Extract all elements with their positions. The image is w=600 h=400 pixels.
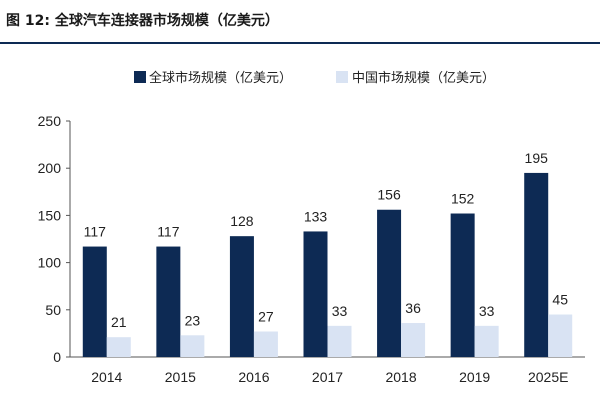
data-label: 195	[525, 150, 549, 166]
legend-swatch	[134, 71, 146, 83]
y-tick-label: 0	[53, 349, 61, 365]
bar-global	[450, 213, 475, 357]
data-label: 128	[230, 213, 254, 229]
data-label: 27	[258, 309, 274, 325]
y-tick-label: 150	[38, 207, 62, 223]
bars	[82, 172, 573, 357]
x-tick-label: 2019	[459, 369, 490, 385]
header-divider	[0, 42, 600, 44]
x-axis: 2014 2015 2016 2017 2018 2019 2025E	[70, 356, 585, 385]
bar-china	[253, 331, 278, 357]
legend: 全球市场规模（亿美元） 中国市场规模（亿美元）	[134, 70, 495, 86]
data-label: 152	[451, 191, 475, 207]
y-tick-label: 100	[38, 255, 62, 271]
x-tick-label: 2016	[238, 369, 269, 385]
x-tick-label: 2018	[385, 369, 416, 385]
bar-china	[180, 335, 205, 357]
data-label: 36	[405, 300, 421, 316]
data-label: 33	[479, 303, 495, 319]
data-label: 45	[552, 292, 568, 308]
legend-label: 全球市场规模（亿美元）	[149, 70, 292, 86]
data-label: 21	[111, 314, 127, 330]
x-tick-label: 2017	[312, 369, 343, 385]
bar-china	[548, 314, 573, 357]
bar-china	[327, 325, 352, 357]
data-label: 33	[332, 303, 348, 319]
bar-china	[106, 337, 131, 357]
figure-title: 图 12: 全球汽车连接器市场规模（亿美元）	[6, 13, 279, 29]
y-axis: 0 50 100 150 200 250	[38, 113, 71, 365]
x-tick-label: 2014	[91, 369, 122, 385]
bar-global	[229, 236, 254, 357]
data-label: 133	[304, 208, 328, 224]
y-tick-label: 200	[38, 160, 62, 176]
data-labels: 117 117 128 133 156 152 195 21 23 27 33 36 33 45	[84, 150, 569, 330]
bar-global	[377, 209, 402, 357]
bar-china	[401, 323, 426, 357]
y-tick-label: 50	[45, 302, 61, 318]
figure-header: 图 12: 全球汽车连接器市场规模（亿美元）	[0, 0, 600, 44]
legend-label: 中国市场规模（亿美元）	[352, 70, 495, 86]
y-tick-label: 250	[38, 113, 62, 129]
bar-global	[303, 231, 328, 357]
x-tick-label: 2025E	[528, 369, 568, 385]
x-tick-label: 2015	[165, 369, 196, 385]
data-label: 23	[185, 312, 201, 328]
data-label: 117	[84, 224, 107, 240]
legend-swatch	[336, 71, 348, 83]
bar-global	[82, 246, 107, 357]
bar-global	[524, 172, 549, 357]
bar-global	[156, 246, 181, 357]
data-label: 117	[157, 224, 180, 240]
data-label: 156	[377, 187, 401, 203]
bar-china	[474, 325, 499, 357]
